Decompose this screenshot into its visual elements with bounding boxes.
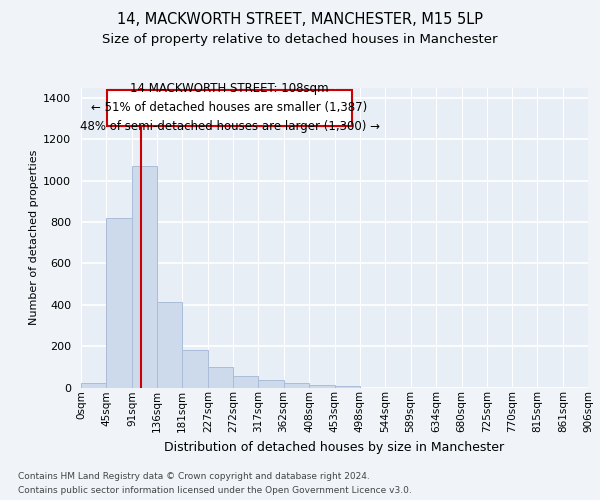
Bar xyxy=(132,166,157,388)
Text: 14 MACKWORTH STREET: 108sqm
← 51% of detached houses are smaller (1,387)
48% of : 14 MACKWORTH STREET: 108sqm ← 51% of det… xyxy=(80,82,380,134)
Text: Contains HM Land Registry data © Crown copyright and database right 2024.: Contains HM Land Registry data © Crown c… xyxy=(18,472,370,481)
Bar xyxy=(335,386,359,388)
Bar xyxy=(157,302,182,388)
Bar xyxy=(284,384,310,388)
FancyBboxPatch shape xyxy=(107,90,352,126)
Text: Contains public sector information licensed under the Open Government Licence v3: Contains public sector information licen… xyxy=(18,486,412,495)
Y-axis label: Number of detached properties: Number of detached properties xyxy=(29,150,39,325)
Bar xyxy=(259,380,284,388)
Bar xyxy=(81,384,106,388)
Text: Size of property relative to detached houses in Manchester: Size of property relative to detached ho… xyxy=(102,32,498,46)
Bar xyxy=(208,367,233,388)
Bar xyxy=(310,386,335,388)
Bar xyxy=(182,350,208,388)
Bar xyxy=(233,376,259,388)
Bar xyxy=(106,218,132,388)
Text: 14, MACKWORTH STREET, MANCHESTER, M15 5LP: 14, MACKWORTH STREET, MANCHESTER, M15 5L… xyxy=(117,12,483,28)
X-axis label: Distribution of detached houses by size in Manchester: Distribution of detached houses by size … xyxy=(164,440,505,454)
